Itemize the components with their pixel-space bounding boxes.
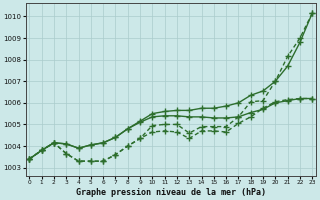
X-axis label: Graphe pression niveau de la mer (hPa): Graphe pression niveau de la mer (hPa): [76, 188, 266, 197]
